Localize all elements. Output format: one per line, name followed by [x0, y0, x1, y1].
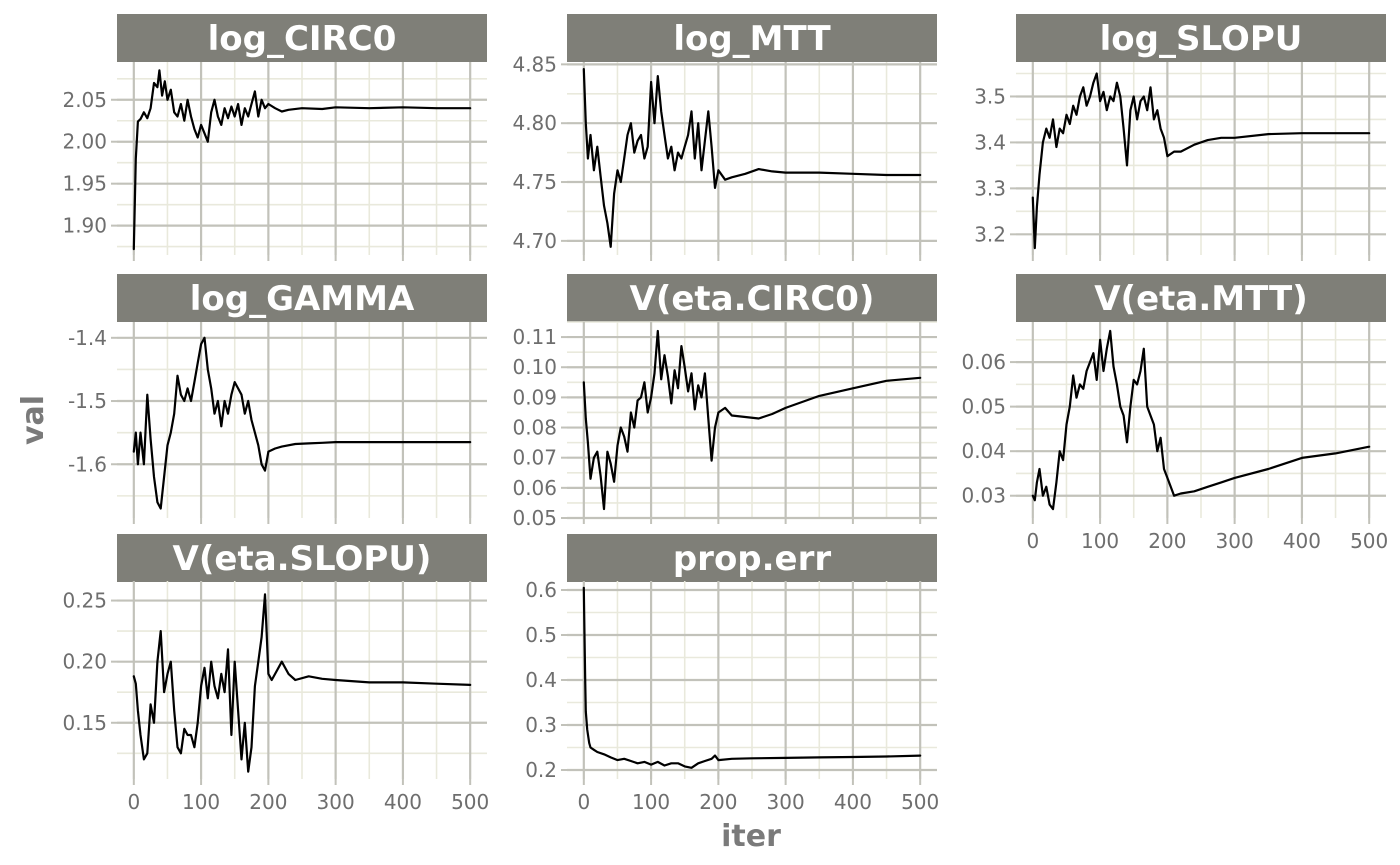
trace-line-v-eta-mtt [1031, 329, 1371, 511]
y-tick-label: 0.20 [62, 650, 107, 674]
x-tick-label: 0 [1026, 529, 1039, 553]
y-tick-label: 0.03 [961, 484, 1006, 508]
y-tick-label: -1.5 [68, 389, 107, 413]
y-tick-label: 0.15 [62, 711, 107, 735]
y-tick-label: 0.5 [525, 623, 557, 647]
strip-title-v-eta-slopu: V(eta.SLOPU) [173, 539, 432, 579]
y-tick-label: 4.80 [512, 111, 557, 135]
y-tick-label: 0.05 [512, 506, 557, 530]
y-tick-label: 1.90 [62, 214, 107, 238]
y-tick-label: 4.70 [512, 229, 557, 253]
x-tick-label: 0 [577, 790, 590, 814]
y-tick-label: 3.3 [974, 176, 1006, 200]
y-tick-label: 0.06 [961, 350, 1006, 374]
trace-line-log-circ0 [132, 69, 472, 251]
x-tick-label: 500 [901, 790, 939, 814]
y-tick-label: -1.4 [68, 326, 107, 350]
x-tick-label: 200 [699, 790, 737, 814]
strip-log-mtt [567, 14, 937, 62]
strip-v-eta-slopu [117, 534, 487, 582]
trace-line-v-eta-slopu [132, 593, 472, 773]
strip-prop-err [567, 534, 937, 582]
y-tick-label: 0.25 [62, 589, 107, 613]
x-tick-label: 400 [1283, 529, 1321, 553]
strip-title-log-slopu: log_SLOPU [1100, 19, 1303, 59]
y-tick-label: 2.00 [62, 130, 107, 154]
x-tick-label: 300 [1216, 529, 1254, 553]
strip-log-circ0 [117, 14, 487, 62]
y-tick-label: -1.6 [68, 452, 107, 476]
trace-line-prop-err [582, 586, 922, 769]
y-tick-label: 0.10 [512, 355, 557, 379]
y-tick-label: 3.2 [974, 222, 1006, 246]
trace-line-log-gamma [132, 336, 472, 510]
strip-log-gamma [117, 274, 487, 322]
y-tick-label: 0.3 [525, 713, 557, 737]
y-tick-label: 0.08 [512, 416, 557, 440]
y-tick-label: 0.07 [512, 446, 557, 470]
y-tick-label: 4.85 [512, 52, 557, 76]
panel-log-mtt: log_MTT 4.70 4.75 4.80 4.85 [512, 14, 937, 261]
strip-log-slopu [1016, 14, 1386, 62]
y-tick-label: 0.06 [512, 476, 557, 500]
y-tick-label: 3.5 [974, 84, 1006, 108]
y-tick-label: 0.2 [525, 758, 557, 782]
x-tick-label: 400 [384, 790, 422, 814]
y-tick-label: 0.04 [961, 439, 1006, 463]
x-tick-label: 100 [182, 790, 220, 814]
panel-log-circ0: log_CIRC0 1.90 1.95 2.00 2.05 [62, 14, 487, 261]
x-tick-label: 100 [632, 790, 670, 814]
strip-title-log-mtt: log_MTT [673, 19, 831, 59]
y-tick-label: 3.4 [974, 130, 1006, 154]
y-tick-label: 0.09 [512, 385, 557, 409]
y-tick-label: 0.6 [525, 578, 557, 602]
panel-v-eta-circ0: V(eta.CIRC0) 0.05 0.06 0.07 0.08 0.09 0.10 0.11 [512, 274, 937, 530]
strip-v-eta-circ0 [567, 274, 937, 322]
y-tick-label: 0.05 [961, 395, 1006, 419]
strip-title-v-eta-circ0: V(eta.CIRC0) [630, 279, 875, 319]
x-tick-label: 200 [1148, 529, 1186, 553]
x-tick-label: 300 [317, 790, 355, 814]
strip-title-v-eta-mtt: V(eta.MTT) [1094, 279, 1308, 319]
x-axis-title: iter [721, 819, 781, 854]
strip-title-prop-err: prop.err [673, 539, 832, 579]
y-tick-label: 1.95 [62, 172, 107, 196]
panel-log-slopu: log_SLOPU 3.2 3.3 3.4 3.5 [974, 14, 1386, 261]
trace-line-v-eta-circ0 [582, 329, 922, 511]
y-tick-label: 2.05 [62, 88, 107, 112]
strip-title-log-circ0: log_CIRC0 [208, 19, 397, 59]
x-tick-label: 200 [249, 790, 287, 814]
panel-log-gamma: log_GAMMA -1.6 -1.5 -1.4 [68, 274, 487, 524]
x-tick-label: 500 [1350, 529, 1388, 553]
strip-v-eta-mtt [1016, 274, 1386, 322]
x-tick-label: 400 [834, 790, 872, 814]
x-tick-label: 300 [767, 790, 805, 814]
x-tick-label: 0 [127, 790, 140, 814]
trace-line-log-slopu [1031, 72, 1371, 250]
x-tick-label: 100 [1081, 529, 1119, 553]
facet-panels: log_CIRC0 1.90 1.95 2.00 2.05 log_MTT 4.70 4.75… [62, 14, 1388, 814]
strip-title-log-gamma: log_GAMMA [190, 279, 415, 319]
y-tick-label: 0.4 [525, 668, 557, 692]
panel-v-eta-slopu: V(eta.SLOPU) 0.15 0.20 0.25 0 100 200 300 400 500 [62, 534, 489, 814]
y-tick-label: 4.75 [512, 170, 557, 194]
panel-prop-err: prop.err 0.2 0.3 0.4 0.5 0.6 0 100 200 300 400 500 [525, 534, 939, 814]
y-axis-title: val [16, 395, 51, 445]
trace-line-log-mtt [582, 67, 922, 248]
x-tick-label: 500 [451, 790, 489, 814]
y-tick-label: 0.11 [512, 325, 557, 349]
panel-v-eta-mtt: V(eta.MTT) 0.03 0.04 0.05 0.06 0 100 200 300 400 5… [961, 274, 1388, 553]
